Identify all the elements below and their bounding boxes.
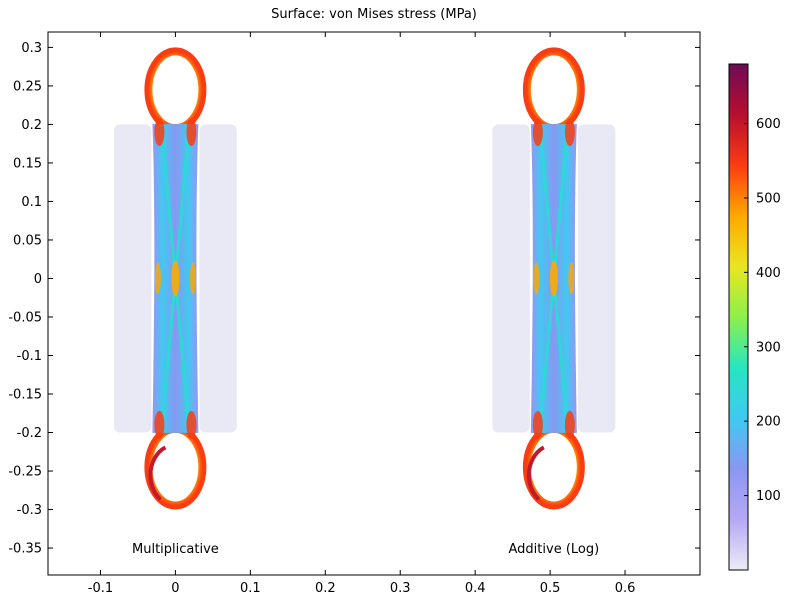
side-spot-right [568,262,575,295]
loop-bottom-outer [148,442,203,508]
y-tick-label: 0.05 [13,233,42,248]
y-tick-label: -0.2 [17,426,42,441]
hot-spot [532,410,543,439]
center-spot [549,260,558,297]
colorbar: 100 200 300 400 500 600 [728,63,781,571]
side-spot-right [189,262,196,295]
y-tick-label: 0.2 [21,118,42,133]
side-spot-left [154,262,161,295]
y-tick-label: 0 [34,272,42,287]
parts-layer: Multiplicative Additive (Log) [113,47,616,557]
x-tick-label: 0.1 [240,581,261,596]
y-tick-label: -0.15 [8,388,42,403]
x-tick-label: 0.6 [615,581,636,596]
specimen-1: Multiplicative [113,47,237,557]
hot-spot [154,118,165,147]
hot-spot [532,118,543,147]
y-axis: 0.3 0.25 0.2 0.15 0.1 0.05 0 -0.05 -0.1 -0.15 -0.2… [8,41,700,557]
specimen-label: Multiplicative [132,542,219,557]
x-axis: -0.1 0 0.1 0.2 0.3 0.4 0.5 0.6 [88,32,636,596]
colorbar-tick-label: 300 [756,340,781,355]
x-tick-label: -0.1 [88,581,113,596]
colorbar-tick-label: 400 [756,266,781,281]
y-tick-label: 0.25 [13,79,42,94]
hot-spot [564,118,575,147]
colorbar-tick-label: 200 [756,415,781,430]
colorbar-tick-label: 600 [756,117,781,132]
y-tick-label: -0.3 [17,503,42,518]
side-spot-left [533,262,540,295]
colorbar-bar [728,63,749,571]
x-tick-label: 0.3 [390,581,411,596]
x-tick-label: 0 [171,581,179,596]
x-tick-label: 0.4 [465,581,486,596]
y-tick-label: -0.35 [8,542,42,557]
x-tick-label: 0.2 [315,581,336,596]
hot-spot [154,410,165,439]
colorbar-tick-label: 100 [756,489,781,504]
plate-right [577,124,616,433]
y-tick-label: -0.25 [8,465,42,480]
hot-spot [186,410,197,439]
plate-left [113,124,152,433]
x-tick-label: 0.5 [540,581,561,596]
loop-bottom-outer [526,442,581,508]
y-tick-label: 0.15 [13,156,42,171]
y-tick-label: -0.1 [17,349,42,364]
hot-spot [186,118,197,147]
center-spot [171,260,180,297]
plate-left [492,124,530,433]
hot-spot [564,410,575,439]
colorbar-tick-label: 500 [756,191,781,206]
specimen-2: Additive (Log) [492,47,616,557]
y-tick-label: 0.1 [21,195,42,210]
chart-title: Surface: von Mises stress (MPa) [271,7,477,22]
specimen-label: Additive (Log) [509,542,600,557]
y-tick-label: -0.05 [8,310,42,325]
y-tick-label: 0.3 [21,41,42,56]
plate-right [199,124,237,433]
